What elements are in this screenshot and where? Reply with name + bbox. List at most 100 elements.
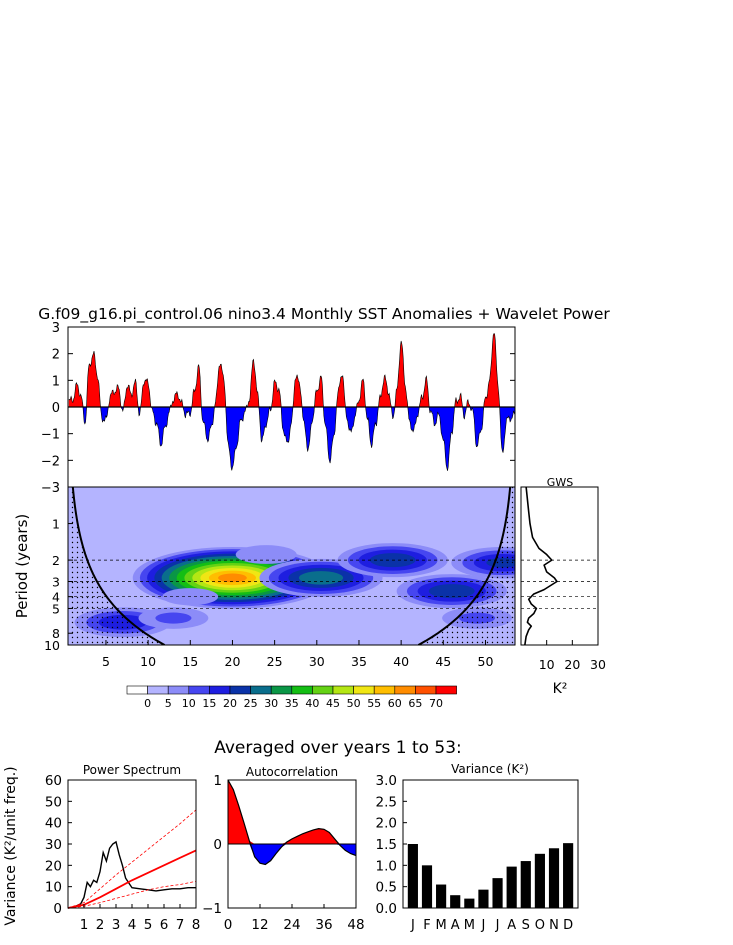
variance-y-tick-label: 3.0	[376, 773, 397, 789]
wavelet-ylabel: Period (years)	[13, 514, 31, 619]
positive-anomaly-area	[68, 333, 516, 407]
wavelet-x-tick-label: 45	[435, 654, 451, 669]
spectrum-line	[67, 840, 196, 909]
ac-x-tick-label: 12	[251, 917, 268, 933]
variance-month-label: F	[423, 918, 430, 933]
variance-y-tick-label: 0.5	[376, 880, 397, 896]
ac-y-tick-label: 1	[213, 773, 222, 789]
anomaly-line	[68, 333, 516, 471]
reference-period-lines	[68, 559, 598, 609]
positive-correlation-area	[228, 780, 356, 844]
wavelet-contour	[218, 573, 247, 583]
wavelet-y-tick-label: 2	[52, 553, 60, 568]
ps-y-tick-label: 10	[45, 880, 62, 896]
colorbar-swatch	[373, 685, 396, 695]
ac-y-tick-label: −1	[202, 901, 222, 917]
variance-month-label: J	[410, 918, 415, 933]
wavelet-x-tick-label: 15	[182, 654, 198, 669]
variance-month-label: A	[507, 918, 516, 933]
autocorrelation-title: Autocorrelation	[246, 765, 338, 779]
power-spectrum-ylabel: Variance (K²/unit freq.)	[3, 766, 19, 925]
colorbar-swatch	[435, 685, 457, 695]
variance-bar	[492, 878, 503, 908]
colorbar-label: 5	[165, 697, 172, 710]
wavelet-x-tick-label: 35	[351, 654, 367, 669]
colorbar-swatch	[312, 685, 334, 695]
wavelet-contour	[428, 584, 475, 599]
gws-axes: 10 20 30	[539, 640, 606, 672]
variance-y-tick-label: 0.0	[376, 901, 397, 917]
averaged-title: Averaged over years 1 to 53:	[214, 738, 462, 758]
ac-x-tick-label: 36	[315, 917, 332, 933]
negative-correlation-area	[228, 844, 356, 865]
ac-x-tick-label: 24	[283, 917, 300, 933]
variance-month-label: A	[451, 918, 460, 933]
colorbar-swatch	[270, 685, 293, 695]
coi-hatch-right	[418, 487, 515, 645]
colorbar-swatch	[188, 685, 210, 695]
sst-y-tick-label: −3	[41, 481, 60, 496]
variance-bar	[520, 861, 531, 908]
variance-month-label: M	[435, 918, 446, 933]
colorbar-label: 35	[285, 697, 299, 710]
sst-y-tick-label: 1	[52, 374, 60, 389]
gws-line	[524, 486, 558, 646]
sst-anomaly-panel: 3 2 1 0 −1 −2 −3	[41, 321, 516, 496]
sst-y-tick-label: −2	[41, 454, 60, 469]
ps-x-tick-label: 7	[176, 917, 185, 933]
colorbar-swatch	[353, 685, 375, 695]
variance-month-label: J	[495, 918, 500, 933]
colorbar-swatch	[394, 685, 416, 695]
ps-y-tick-label: 0	[53, 901, 62, 917]
variance-month-label: J	[481, 918, 486, 933]
wavelet-y-tick-label: 8	[52, 626, 60, 641]
red-noise-line	[67, 849, 197, 909]
variance-month-label: O	[535, 918, 545, 933]
colorbar-swatch	[332, 685, 354, 695]
colorbar-label: 15	[202, 697, 216, 710]
sst-y-tick-label: 0	[52, 401, 60, 416]
colorbar-swatch	[291, 685, 313, 695]
coi-curve-right	[417, 487, 512, 645]
wavelet-contour	[235, 545, 297, 564]
variance-y-tick-label: 1.0	[376, 858, 397, 874]
variance-month-label: S	[522, 918, 530, 933]
figure-title: G.f09_g16.pi_control.06 nino3.4 Monthly …	[38, 305, 610, 324]
colorbar-swatch	[167, 685, 190, 695]
sst-y-tick-label: 2	[52, 348, 60, 363]
gws-x-tick-label: 30	[590, 657, 606, 672]
sst-y-axis: 3 2 1 0 −1 −2 −3	[41, 321, 515, 496]
colorbar-label: 50	[347, 697, 361, 710]
variance-axes: J F M A M J J A S O N D0.00.51.01.52.02.53.0	[376, 773, 574, 933]
variance-bar	[407, 844, 418, 908]
colorbar-label: 25	[244, 697, 258, 710]
colorbar: 0 5 10 15 20 25 30 35 40 45 50 55 60 65 70	[126, 685, 457, 710]
sst-y-tick-label: −1	[41, 428, 60, 443]
colorbar-label: 55	[367, 697, 381, 710]
ps-x-tick-label: 1	[80, 917, 89, 933]
power-spectrum-axes: 0 10 20 30 40 50 60 1 2 3 4 5 6 7 8	[45, 773, 200, 933]
ps-x-tick-label: 2	[96, 917, 105, 933]
variance-title: Variance (K²)	[451, 762, 529, 776]
power-spectrum-panel: Power Spectrum 0 10 20 30 40 50 60 1 2 3 4 5 6 7 8 Var…	[3, 763, 200, 933]
coi-curve-left	[71, 487, 166, 645]
colorbar-label: 0	[144, 697, 151, 710]
gws-frame	[520, 486, 599, 646]
ps-y-tick-label: 60	[45, 773, 62, 789]
variance-bar	[548, 848, 560, 908]
colorbar-swatch	[126, 685, 148, 695]
colorbar-label: 10	[182, 697, 196, 710]
variance-bar	[464, 898, 475, 908]
variance-bar	[478, 889, 489, 908]
ac-x-tick-label: 0	[224, 917, 233, 933]
colorbar-swatch	[415, 685, 437, 695]
colorbar-label: 70	[429, 697, 443, 710]
gws-xlabel: K²	[553, 681, 568, 697]
colorbar-swatch	[250, 685, 272, 695]
lower-significance-line	[67, 880, 197, 909]
autocorrelation-panel: Autocorrelation 10−10 12 24 36 48	[202, 765, 365, 933]
wavelet-y-tick-label: 4	[52, 590, 60, 605]
ac-x-tick-label: 48	[347, 917, 364, 933]
